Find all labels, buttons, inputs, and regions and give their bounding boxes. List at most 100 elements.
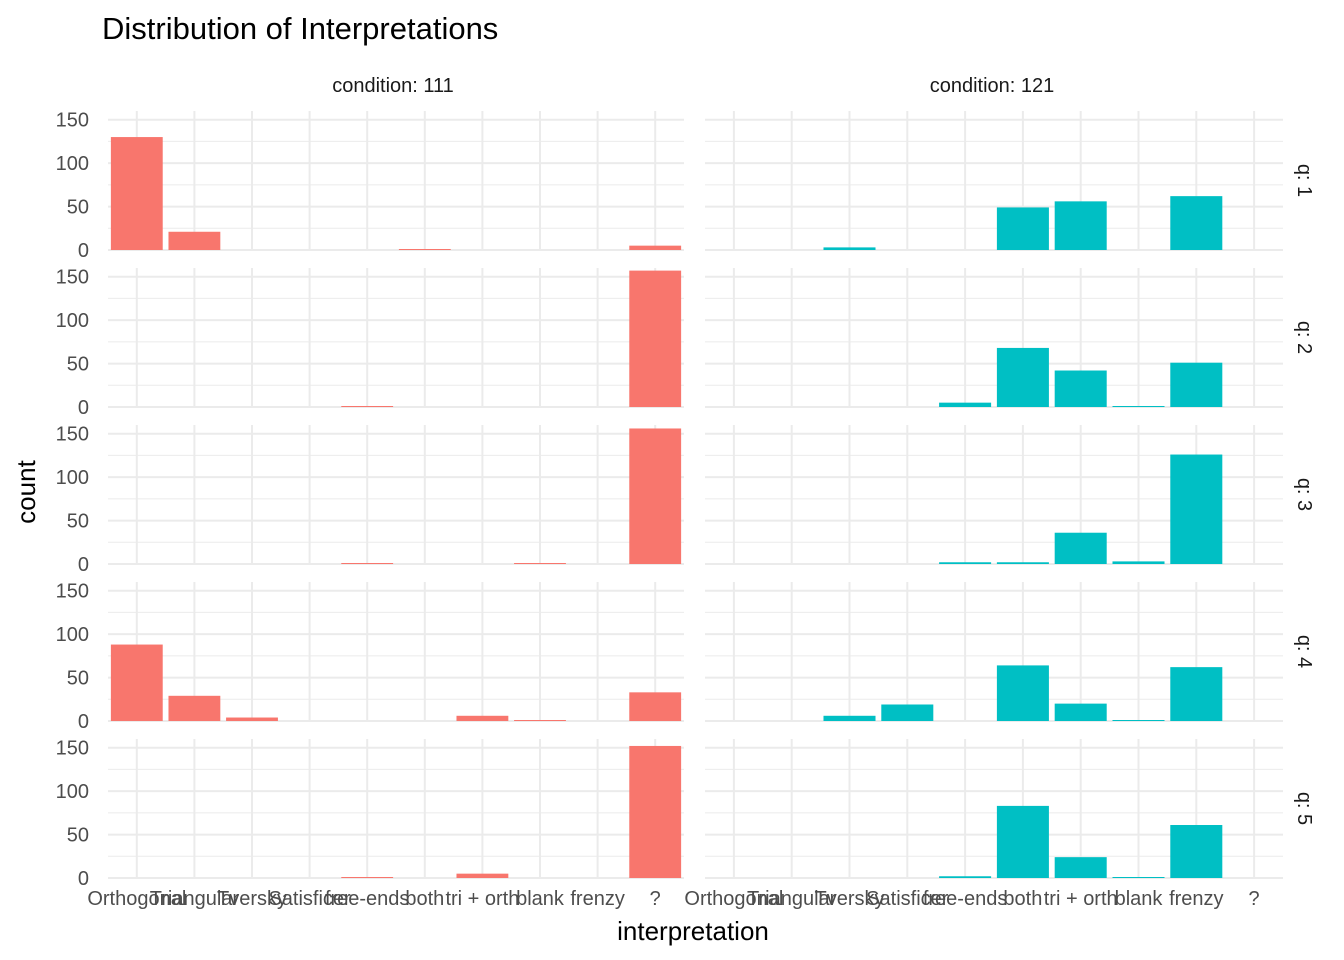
x-tick-label: frenzy [570,888,624,910]
x-tick-label: blank [516,888,565,910]
panel-111-q1: 0 50 100 150 [56,110,684,262]
bar-111-q3-7 [514,563,566,564]
bar-111-q1-5 [398,249,451,250]
bar-121-q4-5 [996,665,1049,721]
x-tick-label: tri + orth [1044,888,1118,910]
y-tick-label: 100 [56,467,89,489]
bar-111-q4-0 [110,644,163,721]
bar-121-q3-4 [939,562,992,564]
panel-121-q3: q: 3 [705,425,1315,565]
bar-121-q1-6 [1054,201,1107,250]
x-tick-label: Tversky [815,888,885,910]
bar-111-q1-9 [629,245,682,250]
y-tick-label: 0 [78,868,89,890]
x-tick-label: Tversky [217,888,287,910]
bar-121-q5-7 [1112,877,1165,878]
x-tick-label: frenzy [1169,888,1223,910]
bar-111-q3-4 [341,563,394,564]
x-tick-label: blank [1115,888,1164,910]
row-facet-label-q2: q: 2 [1293,321,1315,354]
row-facet-label-q1: q: 1 [1293,164,1315,197]
bar-111-q3-9 [629,428,682,564]
y-tick-label: 50 [67,354,89,376]
bar-111-q2-4 [341,406,394,407]
bar-111-q2-9 [629,270,682,407]
y-tick-label: 100 [56,153,89,175]
y-tick-label: 0 [78,711,89,733]
x-tick-label: both [405,888,444,910]
bar-121-q5-4 [939,876,992,878]
col-facet-label-111: condition: 111 [332,75,454,97]
x-axis-title: interpretation [617,916,769,946]
bar-121-q1-5 [996,207,1049,250]
bar-111-q4-7 [514,720,566,721]
bar-121-q4-2 [823,715,876,721]
panel-111-q5: 0 50 100 150 OrthogonalTriangularTverskySati… [56,738,684,910]
chart-title: Distribution of Interpretations [102,11,498,46]
x-tick-label: tri + orth [445,888,519,910]
y-tick-label: 0 [78,240,89,262]
x-tick-label: Triangular [150,888,240,910]
bar-121-q4-7 [1112,720,1165,721]
bar-111-q1-0 [110,137,163,250]
bar-121-q5-8 [1170,825,1223,878]
panel-121-q2: q: 2 [705,268,1315,408]
x-tick-label: free-ends [325,888,410,910]
y-tick-label: 100 [56,781,89,803]
x-tick-label: Triangular [747,888,837,910]
bar-121-q2-8 [1170,362,1223,407]
y-tick-label: 150 [56,581,89,603]
x-tick-label: Satisficer [268,888,351,910]
bar-111-q4-6 [456,715,509,721]
bar-111-q4-1 [168,695,221,721]
y-tick-label: 50 [67,197,89,219]
bar-121-q4-3 [881,704,934,721]
y-tick-label: 0 [78,397,89,419]
bar-111-q4-9 [629,692,682,721]
y-tick-label: 150 [56,424,89,446]
panel-121-q4: q: 4 [705,582,1315,722]
y-tick-label: 100 [56,624,89,646]
x-tick-label: both [1003,888,1042,910]
panel-111-q4: 0 50 100 150 [56,581,684,733]
y-tick-label: 100 [56,310,89,332]
bar-111-q5-4 [341,877,394,878]
bar-121-q1-8 [1170,196,1223,250]
bar-121-q3-8 [1170,454,1223,564]
bar-121-q2-4 [939,402,992,407]
bar-121-q2-5 [996,347,1049,407]
y-axis-title: count [11,459,41,523]
bar-121-q5-6 [1054,857,1107,878]
bar-121-q4-8 [1170,667,1223,721]
col-facet-label-121: condition: 121 [930,75,1055,97]
panel-121-q1: q: 1 [705,111,1315,251]
panel-121-q5: q: 5 OrthogonalTriangularTverskySatisfice… [684,739,1315,910]
x-tick-label: ? [1249,888,1260,910]
bar-121-q1-2 [823,247,876,250]
x-tick-label: Satisficer [866,888,949,910]
x-tick-label: ? [650,888,661,910]
y-tick-label: 50 [67,668,89,690]
x-tick-label: Orthogonal [684,888,783,910]
y-tick-label: 150 [56,110,89,132]
row-facet-label-q5: q: 5 [1293,792,1315,825]
bar-111-q4-2 [226,717,278,721]
y-tick-label: 150 [56,267,89,289]
bar-121-q5-5 [996,805,1049,878]
x-tick-label: free-ends [923,888,1008,910]
bar-111-q5-9 [629,745,682,878]
row-facet-label-q4: q: 4 [1293,635,1315,668]
panel-111-q3: 0 50 100 150 [56,424,684,576]
bar-121-q2-7 [1112,406,1165,407]
bar-111-q1-1 [168,231,221,250]
row-facet-label-q3: q: 3 [1293,478,1315,511]
y-tick-label: 0 [78,554,89,576]
facet-panels: 0 50 100 150 q: 1 0 50 100 150 q: 2 0 50 100 150 q: 3 0… [56,110,1315,910]
y-tick-label: 150 [56,738,89,760]
bar-121-q2-6 [1054,370,1107,407]
bar-121-q3-6 [1054,532,1107,564]
y-tick-label: 50 [67,511,89,533]
x-tick-label: Orthogonal [87,888,186,910]
bar-121-q3-7 [1112,561,1165,564]
